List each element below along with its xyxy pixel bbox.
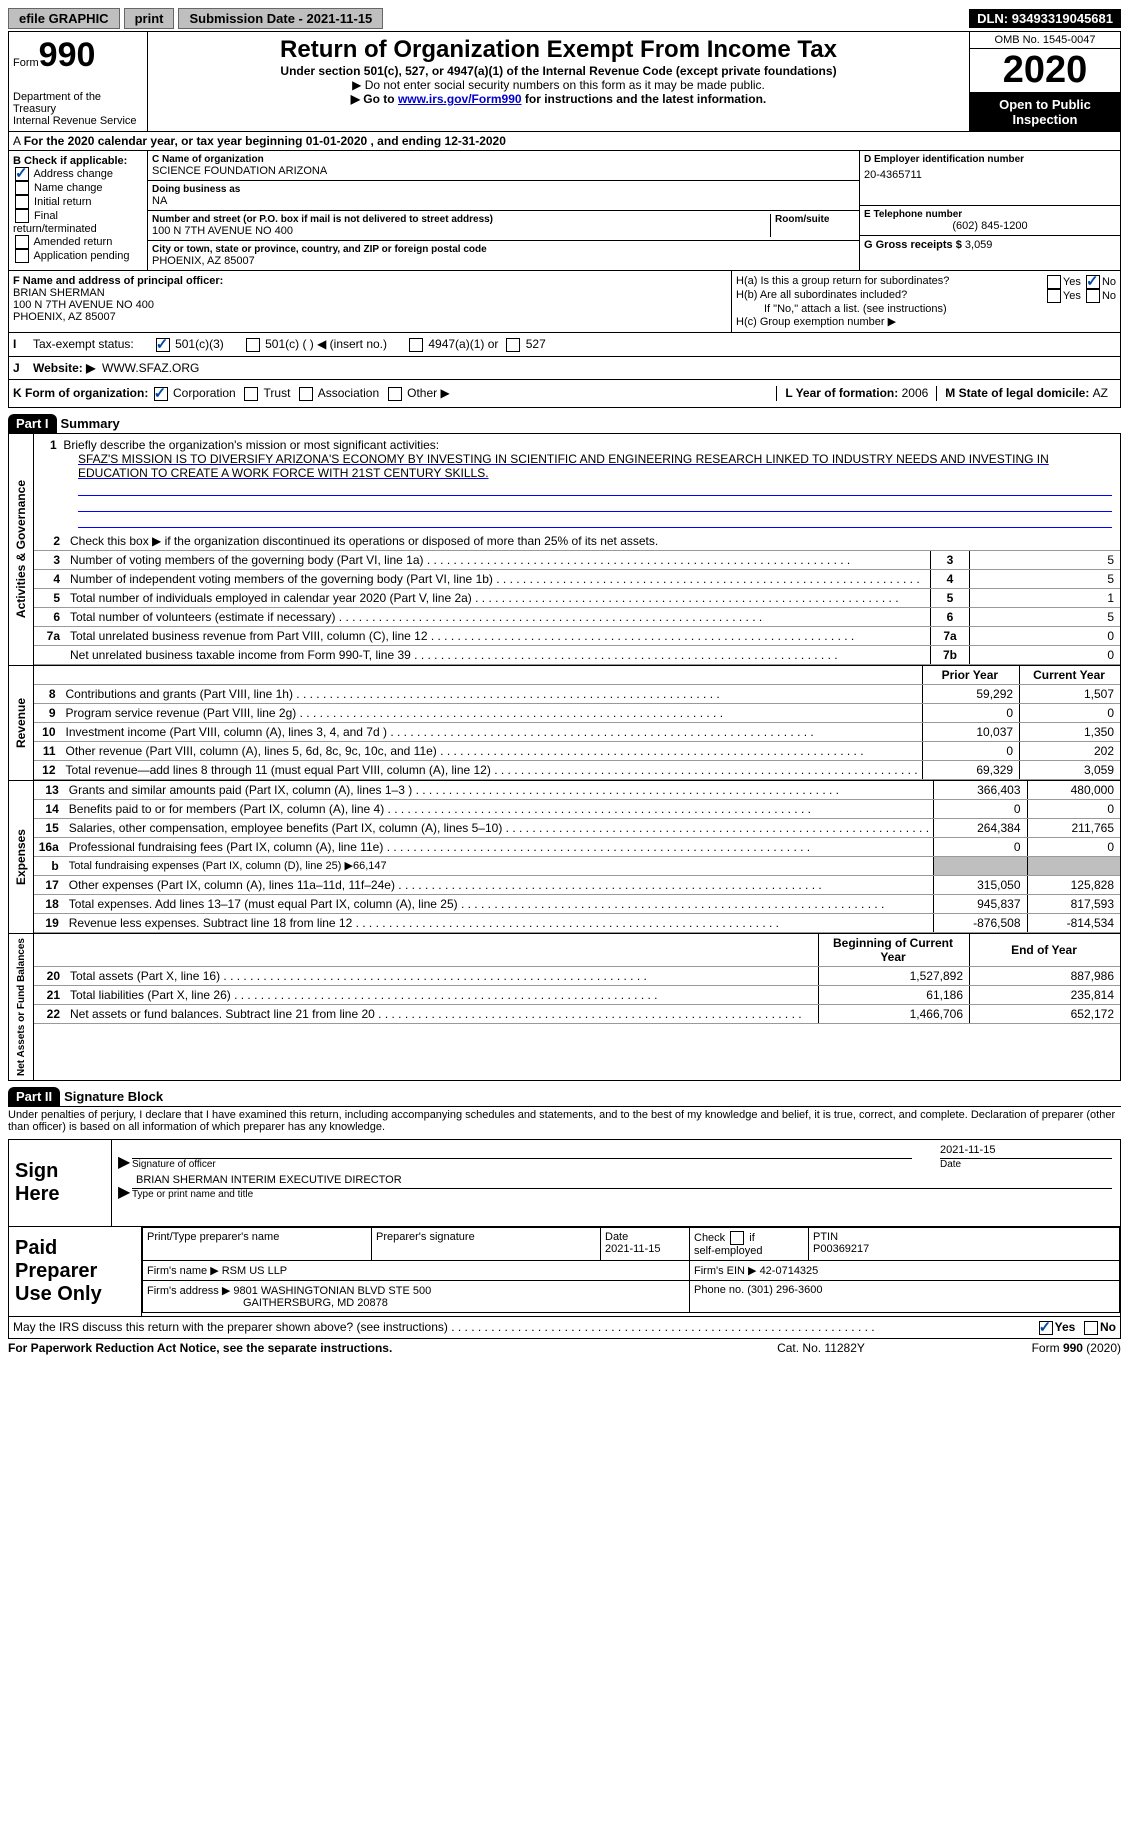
vert-governance: Activities & Governance [14,480,28,618]
form-header: Form990 Department of the Treasury Inter… [8,31,1121,132]
revenue-table: Prior YearCurrent Year 8Contributions an… [34,666,1120,780]
table-row: 10Investment income (Part VIII, column (… [34,722,1120,741]
summary-block: Activities & Governance 1 1 Briefly desc… [8,433,1121,1081]
top-toolbar: efile GRAPHIC print Submission Date - 20… [8,8,1121,29]
table-row: 5Total number of individuals employed in… [34,588,1120,607]
table-row: 8Contributions and grants (Part VIII, li… [34,684,1120,703]
page-footer: For Paperwork Reduction Act Notice, see … [8,1341,1121,1355]
table-row: 9Program service revenue (Part VIII, lin… [34,703,1120,722]
form-number: Form990 [13,36,143,75]
preparer-block: Paid Preparer Use Only Print/Type prepar… [8,1227,1121,1317]
penalty-text: Under penalties of perjury, I declare th… [8,1106,1121,1135]
box-b: B Check if applicable: Address change Na… [9,151,148,270]
table-row: 14Benefits paid to or for members (Part … [34,799,1120,818]
line-i: ITax-exempt status: 501(c)(3) 501(c) ( )… [8,333,1121,357]
box-h: H(a) Is this a group return for subordin… [732,271,1120,332]
table-row: 6Total number of volunteers (estimate if… [34,607,1120,626]
checkbox-item[interactable]: Application pending [13,249,143,263]
note-ssn: ▶ Do not enter social security numbers o… [152,78,965,92]
table-row: 4Number of independent voting members of… [34,569,1120,588]
table-row: 12Total revenue—add lines 8 through 11 (… [34,760,1120,779]
table-row: 7aTotal unrelated business revenue from … [34,626,1120,645]
table-row: 16aProfessional fundraising fees (Part I… [34,837,1120,856]
netassets-table: Beginning of Current YearEnd of Year 20T… [34,934,1120,1024]
table-row: 18Total expenses. Add lines 13–17 (must … [34,894,1120,913]
vert-revenue: Revenue [14,698,28,748]
vert-netassets: Net Assets or Fund Balances [16,938,27,1076]
line-j: JWebsite: ▶ WWW.SFAZ.ORG [8,357,1121,380]
table-row: Net unrelated business taxable income fr… [34,645,1120,664]
box-c: C Name of organizationSCIENCE FOUNDATION… [148,151,860,270]
omb-number: OMB No. 1545-0047 [970,32,1120,49]
dln-label: DLN: 93493319045681 [969,9,1121,28]
expenses-table: 13Grants and similar amounts paid (Part … [34,781,1120,933]
sign-block: Sign Here ▶ Signature of officer 2021-11… [8,1139,1121,1227]
efile-button[interactable]: efile GRAPHIC [8,8,120,29]
row-fh: F Name and address of principal officer:… [8,271,1121,333]
checkbox-item[interactable]: Final return/terminated [13,209,143,235]
part2-title: Signature Block [64,1089,163,1104]
checkbox-item[interactable]: Amended return [13,235,143,249]
table-row: 11Other revenue (Part VIII, column (A), … [34,741,1120,760]
line-a: A For the 2020 calendar year, or tax yea… [8,132,1121,151]
table-row: 3Number of voting members of the governi… [34,550,1120,569]
table-row: 15Salaries, other compensation, employee… [34,818,1120,837]
table-row: 17Other expenses (Part IX, column (A), l… [34,875,1120,894]
part1-title: Summary [61,416,120,431]
table-row: bTotal fundraising expenses (Part IX, co… [34,856,1120,875]
table-row: 21Total liabilities (Part X, line 26)61,… [34,985,1120,1004]
table-row: 22Net assets or fund balances. Subtract … [34,1004,1120,1023]
part2-tag: Part II [8,1087,60,1106]
dept-label: Department of the Treasury Internal Reve… [13,91,143,127]
box-f: F Name and address of principal officer:… [9,271,732,332]
table-row: 20Total assets (Part X, line 16)1,527,89… [34,966,1120,985]
form-subtitle: Under section 501(c), 527, or 4947(a)(1)… [152,64,965,78]
vert-expenses: Expenses [14,829,28,885]
line-k: K Form of organization: Corporation Trus… [8,380,1121,408]
checkbox-item[interactable]: Name change [13,181,143,195]
note-link: ▶ Go to www.irs.gov/Form990 for instruct… [152,92,965,106]
table-row: 13Grants and similar amounts paid (Part … [34,781,1120,800]
part1-tag: Part I [8,414,57,433]
irs-link[interactable]: www.irs.gov/Form990 [398,92,522,106]
block-bcd: B Check if applicable: Address change Na… [8,151,1121,271]
form-title: Return of Organization Exempt From Incom… [152,36,965,64]
print-button[interactable]: print [124,8,175,29]
box-d: D Employer identification number20-43657… [860,151,1120,270]
sign-here-label: Sign Here [9,1140,112,1226]
table-row: 19Revenue less expenses. Subtract line 1… [34,913,1120,932]
open-inspection: Open to Public Inspection [970,93,1120,131]
discuss-row: May the IRS discuss this return with the… [8,1317,1121,1339]
governance-table: 2Check this box ▶ if the organization di… [34,532,1120,665]
checkbox-item[interactable]: Address change [13,167,143,181]
paid-preparer-label: Paid Preparer Use Only [9,1227,142,1316]
submission-date: Submission Date - 2021-11-15 [178,8,383,29]
tax-year: 2020 [970,49,1120,93]
checkbox-item[interactable]: Initial return [13,195,143,209]
mission-block: 1 1 Briefly describe the organization's … [34,434,1120,532]
